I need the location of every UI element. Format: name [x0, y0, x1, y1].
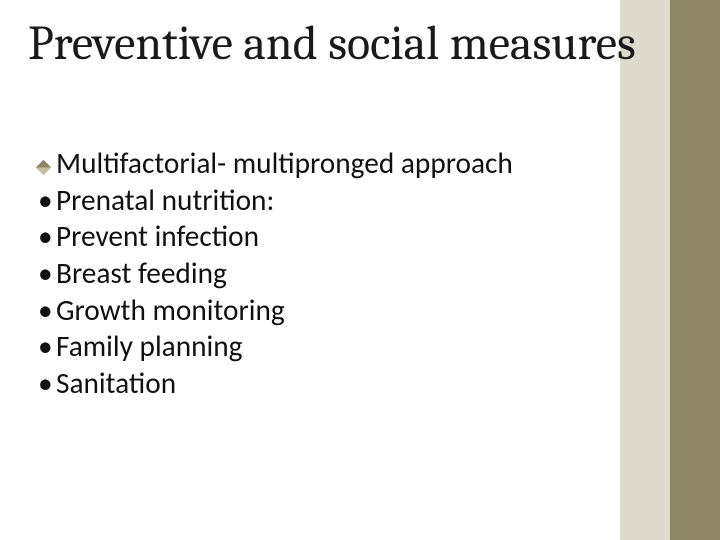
list-item: • Prenatal nutrition:	[34, 182, 513, 219]
dot-bullet-icon: •	[34, 218, 56, 255]
diamond-shape-icon	[36, 160, 52, 176]
dot-bullet-icon: •	[34, 365, 56, 402]
list-item-text: Growth monitoring	[56, 292, 285, 329]
list-item-text: Prevent infection	[56, 218, 259, 255]
list-item-text: Sanitation	[56, 365, 176, 402]
list-item: • Family planning	[34, 328, 513, 365]
list-item-text: Breast feeding	[56, 255, 227, 292]
list-item-text: Prenatal nutrition:	[56, 182, 274, 219]
slide-title: Preventive and social measures	[28, 18, 636, 71]
list-item: • Breast feeding	[34, 255, 513, 292]
dot-bullet-icon: •	[34, 255, 56, 292]
list-item: Multifactorial- multipronged approach	[34, 145, 513, 182]
diamond-bullet-icon	[34, 145, 56, 182]
content-list: Multifactorial- multipronged approach • …	[34, 145, 513, 402]
dot-bullet-icon: •	[34, 182, 56, 219]
list-item: • Prevent infection	[34, 218, 513, 255]
dot-bullet-icon: •	[34, 292, 56, 329]
list-item-text: Multifactorial- multipronged approach	[56, 145, 513, 182]
slide: Preventive and social measures Multifact…	[0, 0, 720, 540]
list-item: • Growth monitoring	[34, 292, 513, 329]
dot-bullet-icon: •	[34, 328, 56, 365]
list-item: • Sanitation	[34, 365, 513, 402]
list-item-text: Family planning	[56, 328, 242, 365]
accent-band-light	[620, 0, 670, 540]
accent-band-dark	[670, 0, 720, 540]
